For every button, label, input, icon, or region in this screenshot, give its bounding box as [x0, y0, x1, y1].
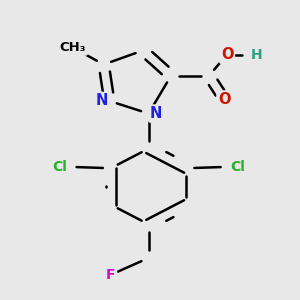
Text: Cl: Cl — [230, 160, 245, 174]
Text: CH₃: CH₃ — [60, 41, 86, 54]
Text: F: F — [106, 268, 116, 282]
Text: O: O — [221, 47, 233, 62]
Text: Cl: Cl — [52, 160, 67, 174]
Text: N: N — [96, 93, 108, 108]
Text: H: H — [251, 48, 262, 62]
Text: N: N — [150, 106, 162, 121]
Text: O: O — [218, 92, 231, 107]
